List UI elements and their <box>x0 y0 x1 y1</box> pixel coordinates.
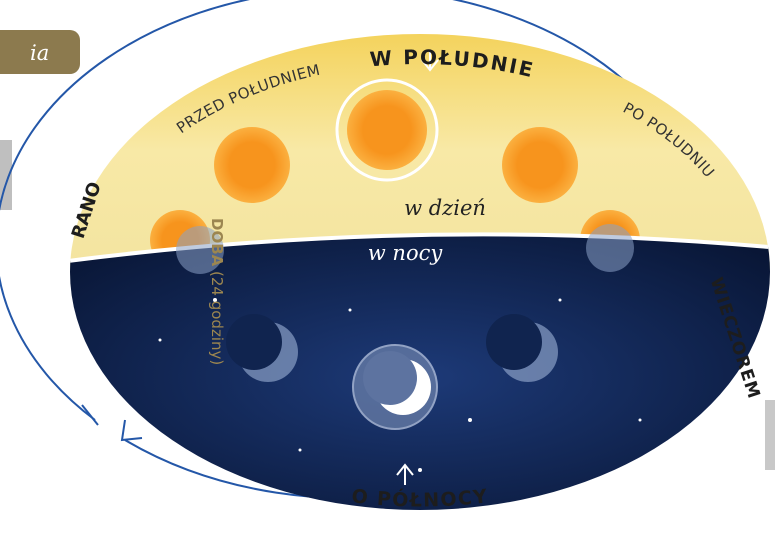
sun <box>502 127 578 203</box>
cycle-arrow <box>122 420 142 440</box>
cycle-tick <box>82 405 98 425</box>
side-title: DOBA <box>208 218 226 267</box>
day-label: w dzień <box>404 196 486 220</box>
oval <box>60 30 775 520</box>
page: ia W POŁUDNIE PRZED POŁUDNIEM PO POŁUDN <box>0 0 775 540</box>
night-label: w nocy <box>368 241 444 265</box>
sun <box>347 90 427 170</box>
edge-bar <box>765 400 775 470</box>
side-label: DOBA (24 godziny) <box>208 218 226 365</box>
diagram: ia W POŁUDNIE PRZED POŁUDNIEM PO POŁUDN <box>0 0 775 540</box>
tab-label: ia <box>30 41 49 65</box>
sun <box>214 127 290 203</box>
side-note: (24 godziny) <box>208 271 226 365</box>
